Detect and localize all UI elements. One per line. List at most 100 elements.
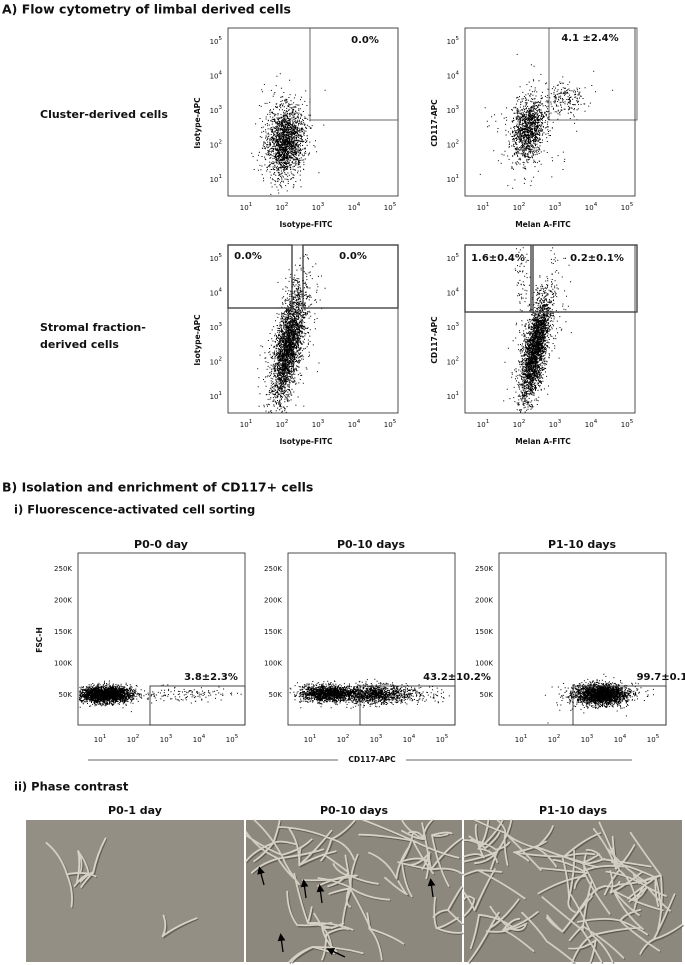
tick-label: 103 bbox=[210, 105, 223, 116]
section-title: A) Flow cytometry of limbal derived cell… bbox=[2, 2, 291, 17]
tick-exponent: 4 bbox=[202, 734, 206, 740]
tick-exponent: 1 bbox=[103, 734, 107, 740]
panel-title: P0-10 days bbox=[320, 804, 389, 817]
tick-label: 101 bbox=[515, 734, 527, 745]
tick-label: 105 bbox=[647, 734, 660, 745]
section-title: B) Isolation and enrichment of CD117+ ce… bbox=[2, 480, 313, 495]
tick-base: 10 bbox=[127, 736, 136, 744]
tick-label: 250K bbox=[54, 565, 72, 573]
tick-label: 103 bbox=[447, 322, 460, 333]
tick-exponent: 4 bbox=[594, 419, 598, 425]
tick-label: 101 bbox=[477, 419, 489, 430]
tick-exponent: 3 bbox=[379, 734, 383, 740]
tick-exponent: 4 bbox=[623, 734, 627, 740]
tick-label: 103 bbox=[549, 419, 562, 430]
y-axis-label: CD117-APC bbox=[430, 99, 439, 147]
panel-title: P0-1 day bbox=[108, 804, 162, 817]
tick-label: 102 bbox=[447, 139, 459, 150]
tick-label: 50K bbox=[269, 691, 283, 699]
tick-base: 10 bbox=[621, 204, 630, 212]
tick-exponent: 2 bbox=[346, 734, 350, 740]
x-axis-label: Isotype-FITC bbox=[280, 220, 333, 229]
tick-label: 103 bbox=[370, 734, 383, 745]
tick-base: 10 bbox=[436, 736, 445, 744]
tick-base: 10 bbox=[513, 421, 522, 429]
tick-label: 104 bbox=[210, 70, 223, 81]
tick-exponent: 3 bbox=[456, 105, 460, 111]
tick-exponent: 5 bbox=[393, 419, 397, 425]
tick-exponent: 1 bbox=[456, 391, 460, 397]
tick-label: 101 bbox=[210, 174, 222, 185]
plot-frame bbox=[464, 244, 636, 414]
gate bbox=[227, 244, 293, 309]
tick-exponent: 5 bbox=[456, 253, 460, 259]
cell-body bbox=[463, 819, 683, 963]
tick-label: 50K bbox=[480, 691, 494, 699]
tick-label: 102 bbox=[127, 734, 139, 745]
tick-base: 10 bbox=[240, 421, 249, 429]
tick-exponent: 1 bbox=[249, 419, 253, 425]
tick-label: 103 bbox=[447, 105, 460, 116]
tick-base: 10 bbox=[515, 736, 524, 744]
x-axis-label: CD117-APC bbox=[348, 755, 396, 764]
arrow bbox=[300, 879, 309, 899]
gate-label: 43.2±10.2% bbox=[423, 672, 491, 683]
tick-label: 105 bbox=[436, 734, 449, 745]
tick-exponent: 3 bbox=[558, 419, 562, 425]
tick-base: 10 bbox=[447, 107, 456, 115]
tick-exponent: 1 bbox=[219, 391, 223, 397]
tick-base: 10 bbox=[348, 204, 357, 212]
plot-frame bbox=[227, 244, 399, 414]
row-label: derived cells bbox=[40, 338, 119, 351]
tick-label: 101 bbox=[94, 734, 106, 745]
event-cloud bbox=[257, 254, 326, 413]
tick-label: 100K bbox=[54, 660, 72, 668]
tick-base: 10 bbox=[384, 204, 393, 212]
tick-label: 104 bbox=[348, 202, 361, 213]
tick-label: 105 bbox=[447, 253, 460, 264]
tick-label: 101 bbox=[240, 419, 252, 430]
tick-label: 200K bbox=[264, 597, 282, 605]
tick-exponent: 3 bbox=[219, 322, 223, 328]
tick-exponent: 5 bbox=[393, 202, 397, 208]
tick-label: 102 bbox=[447, 356, 459, 367]
tick-exponent: 5 bbox=[219, 253, 223, 259]
tick-label: 100K bbox=[475, 660, 493, 668]
y-axis-label: Isotype-APC bbox=[193, 314, 202, 366]
tick-label: 105 bbox=[226, 734, 239, 745]
tick-exponent: 4 bbox=[412, 734, 416, 740]
tick-label: 103 bbox=[210, 322, 223, 333]
tick-base: 10 bbox=[581, 736, 590, 744]
gate bbox=[572, 685, 667, 726]
tick-label: 105 bbox=[210, 253, 223, 264]
tick-label: 102 bbox=[548, 734, 560, 745]
tick-base: 10 bbox=[226, 736, 235, 744]
tick-base: 10 bbox=[312, 204, 321, 212]
tick-base: 10 bbox=[210, 142, 219, 150]
tick-label: 104 bbox=[403, 734, 416, 745]
tick-label: 105 bbox=[447, 36, 460, 47]
y-axis-label: Isotype-APC bbox=[193, 97, 202, 149]
tick-label: 104 bbox=[447, 287, 460, 298]
tick-label: 100K bbox=[264, 660, 282, 668]
tick-exponent: 1 bbox=[486, 419, 490, 425]
tick-base: 10 bbox=[210, 393, 219, 401]
plot-frame bbox=[227, 27, 399, 197]
tick-base: 10 bbox=[370, 736, 379, 744]
y-axis-label: CD117-APC bbox=[430, 316, 439, 364]
tick-label: 102 bbox=[513, 419, 525, 430]
tick-exponent: 4 bbox=[357, 202, 361, 208]
tick-label: 102 bbox=[276, 202, 288, 213]
tick-base: 10 bbox=[447, 142, 456, 150]
tick-base: 10 bbox=[447, 324, 456, 332]
tick-label: 102 bbox=[337, 734, 349, 745]
tick-exponent: 3 bbox=[558, 202, 562, 208]
tick-exponent: 4 bbox=[219, 287, 223, 293]
gate-label: 0.0% bbox=[234, 251, 262, 262]
tick-base: 10 bbox=[210, 176, 219, 184]
tick-base: 10 bbox=[447, 255, 456, 263]
tick-exponent: 2 bbox=[557, 734, 561, 740]
tick-base: 10 bbox=[447, 359, 456, 367]
tick-exponent: 1 bbox=[456, 174, 460, 180]
x-axis-label: Melan A-FITC bbox=[515, 220, 571, 229]
